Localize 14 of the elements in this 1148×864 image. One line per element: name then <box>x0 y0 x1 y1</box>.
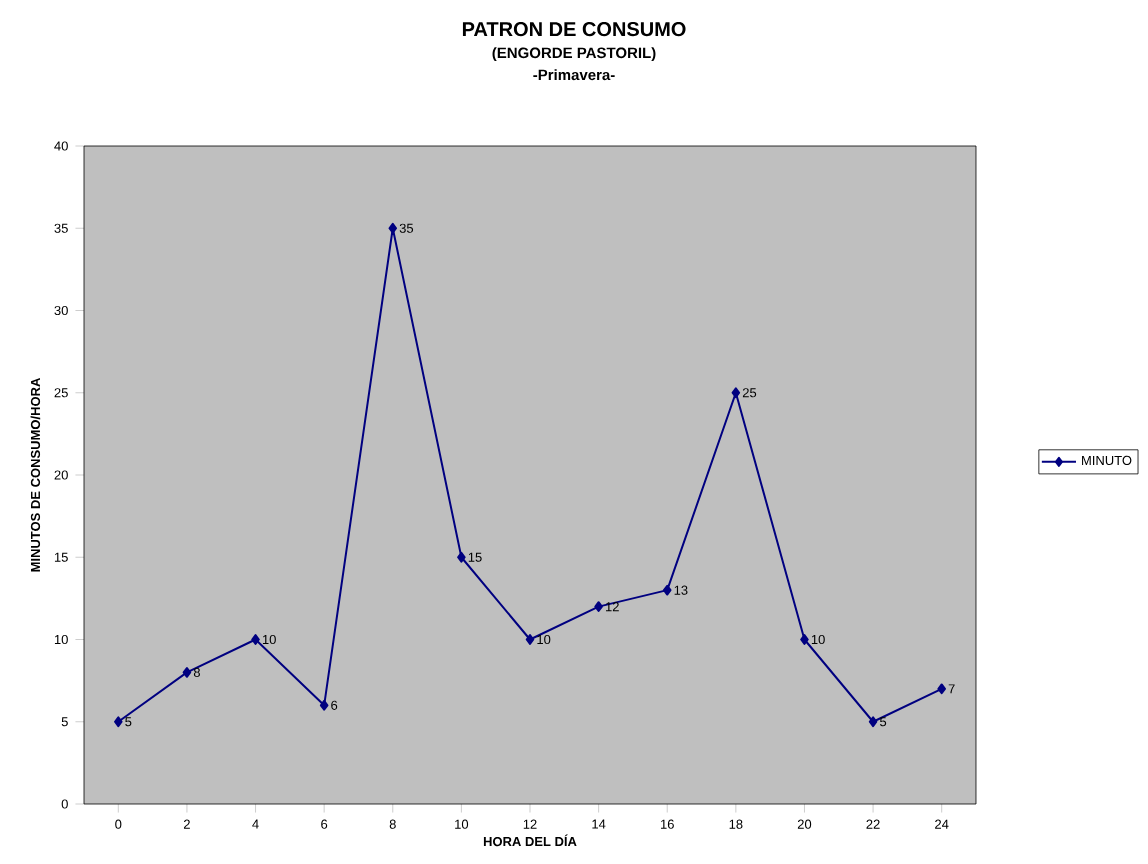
point <box>251 634 260 645</box>
chart-title: PATRON DE CONSUMO <box>462 22 686 37</box>
point <box>525 634 535 645</box>
point <box>388 222 398 234</box>
point <box>457 551 466 563</box>
point <box>319 699 329 711</box>
point <box>868 716 878 728</box>
point <box>114 716 123 728</box>
point <box>731 387 741 399</box>
point <box>182 667 192 678</box>
point <box>937 683 946 695</box>
point <box>662 584 672 596</box>
point <box>594 601 603 612</box>
point <box>800 634 809 645</box>
